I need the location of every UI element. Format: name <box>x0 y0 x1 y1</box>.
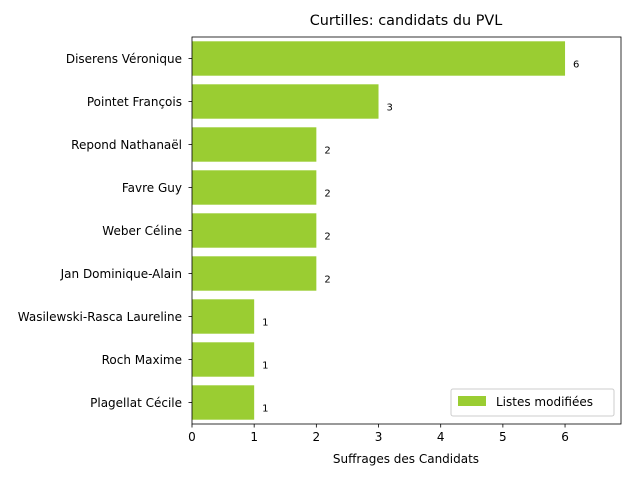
bar <box>192 84 379 119</box>
x-tick-label: 5 <box>499 430 507 444</box>
bar <box>192 385 255 420</box>
x-tick-label: 4 <box>437 430 445 444</box>
data-label: 3 <box>387 103 393 114</box>
data-label: 2 <box>324 189 330 200</box>
axes-layer: Diserens Véronique Pointet François Repond… <box>18 36 622 444</box>
data-label: 2 <box>324 275 330 286</box>
x-tick-label: 0 <box>188 430 196 444</box>
bar <box>192 299 255 334</box>
chart-title: Curtilles: candidats du PVL <box>310 13 503 29</box>
x-tick-label: 6 <box>561 430 569 444</box>
y-tick-label: Favre Guy <box>122 181 182 195</box>
data-label: 2 <box>324 146 330 157</box>
y-tick-label: Wasilewski-Rasca Laureline <box>18 310 182 324</box>
bar <box>192 41 566 76</box>
plot-frame <box>191 36 622 425</box>
bar <box>192 213 317 248</box>
y-tick-label: Roch Maxime <box>102 353 182 367</box>
x-axis-label: Suffrages des Candidats <box>333 452 479 466</box>
data-label: 1 <box>262 404 268 415</box>
legend-label: Listes modifiées <box>496 395 593 409</box>
legend-swatch <box>458 396 486 406</box>
x-tick-label: 1 <box>250 430 258 444</box>
data-label: 2 <box>324 232 330 243</box>
data-label: 1 <box>262 318 268 329</box>
bar <box>192 127 317 162</box>
y-tick-label: Jan Dominique-Alain <box>60 267 182 281</box>
y-tick-label: Repond Nathanaël <box>71 138 182 152</box>
x-tick-label: 3 <box>375 430 383 444</box>
bar <box>192 170 317 205</box>
y-tick-label: Diserens Véronique <box>66 52 182 66</box>
x-tick-label: 2 <box>313 430 321 444</box>
data-label: 6 <box>573 60 579 71</box>
bars-layer: 6 3 2 2 2 2 1 1 1 <box>192 41 579 420</box>
bar <box>192 256 317 291</box>
data-label: 1 <box>262 361 268 372</box>
y-tick-label: Weber Céline <box>102 224 182 238</box>
legend: Listes modifiées <box>450 388 615 417</box>
y-tick-label: Pointet François <box>87 95 182 109</box>
legend-box <box>450 388 615 417</box>
y-tick-label: Plagellat Cécile <box>90 396 182 410</box>
bar <box>192 342 255 377</box>
